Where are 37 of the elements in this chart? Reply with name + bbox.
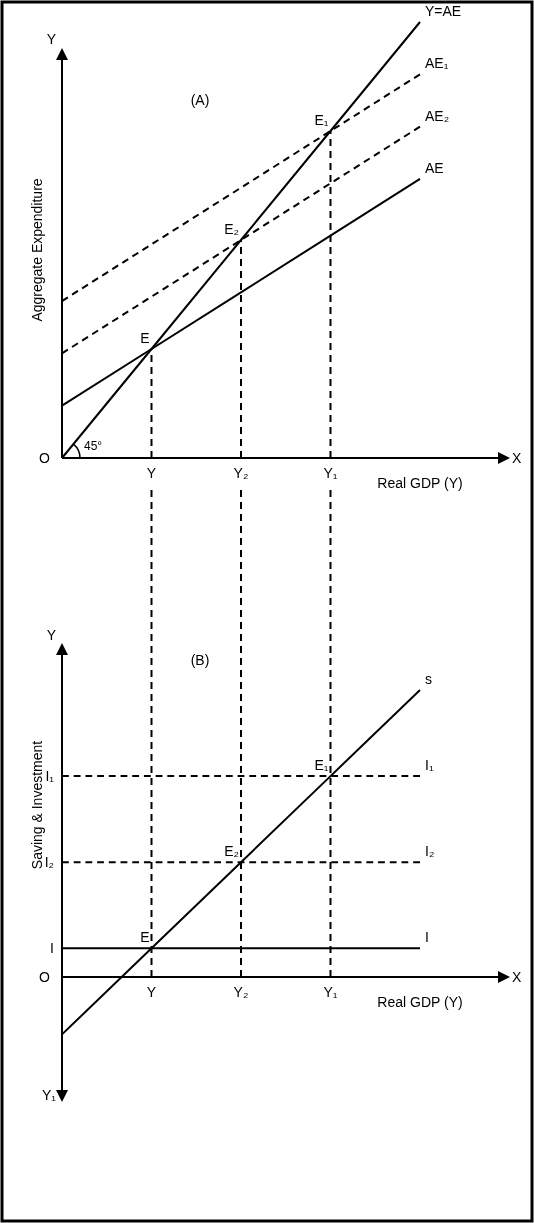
text: I	[50, 940, 54, 957]
series-label: AE₁	[425, 55, 449, 72]
y-axis-title: Saving & Investment	[29, 740, 45, 870]
x-tick-label: Y₁	[323, 984, 338, 1000]
annotation: 45°	[84, 439, 103, 453]
series-label: I	[425, 929, 429, 946]
text: (A)	[190, 92, 210, 108]
annotation: E₂	[224, 843, 239, 860]
x-tick-label: Y	[146, 465, 157, 481]
annotation: E₁	[314, 112, 329, 128]
text: Y	[46, 31, 57, 47]
text: I₂	[44, 854, 54, 871]
annotation: E	[140, 330, 150, 346]
text: Y₁	[41, 1087, 57, 1103]
series-label: Y=AE	[425, 3, 462, 19]
text: O	[39, 450, 51, 466]
y-axis-title: Aggregate Expenditure	[29, 178, 45, 322]
text: Y	[46, 627, 57, 643]
x-axis-title: Real GDP (Y)	[377, 475, 463, 491]
series-label: AE	[425, 159, 444, 176]
text: I₁	[45, 768, 55, 785]
annotation: E₂	[224, 221, 239, 237]
text: O	[39, 969, 51, 985]
annotation: E	[140, 929, 150, 946]
x-tick-label: Y	[146, 984, 157, 1000]
x-tick-label: Y₂	[233, 465, 249, 481]
annotation: E₁	[314, 757, 329, 774]
series-label: s	[425, 671, 432, 687]
x-axis-title: Real GDP (Y)	[377, 994, 463, 1010]
x-tick-label: Y₂	[233, 984, 249, 1000]
text: X	[512, 450, 522, 466]
text: X	[512, 969, 522, 985]
chart-title: (B)	[190, 652, 210, 668]
series-label: I₂	[425, 843, 435, 860]
series-label: I₁	[425, 757, 434, 774]
series-label: AE₂	[425, 107, 450, 124]
x-tick-label: Y₁	[323, 465, 338, 481]
